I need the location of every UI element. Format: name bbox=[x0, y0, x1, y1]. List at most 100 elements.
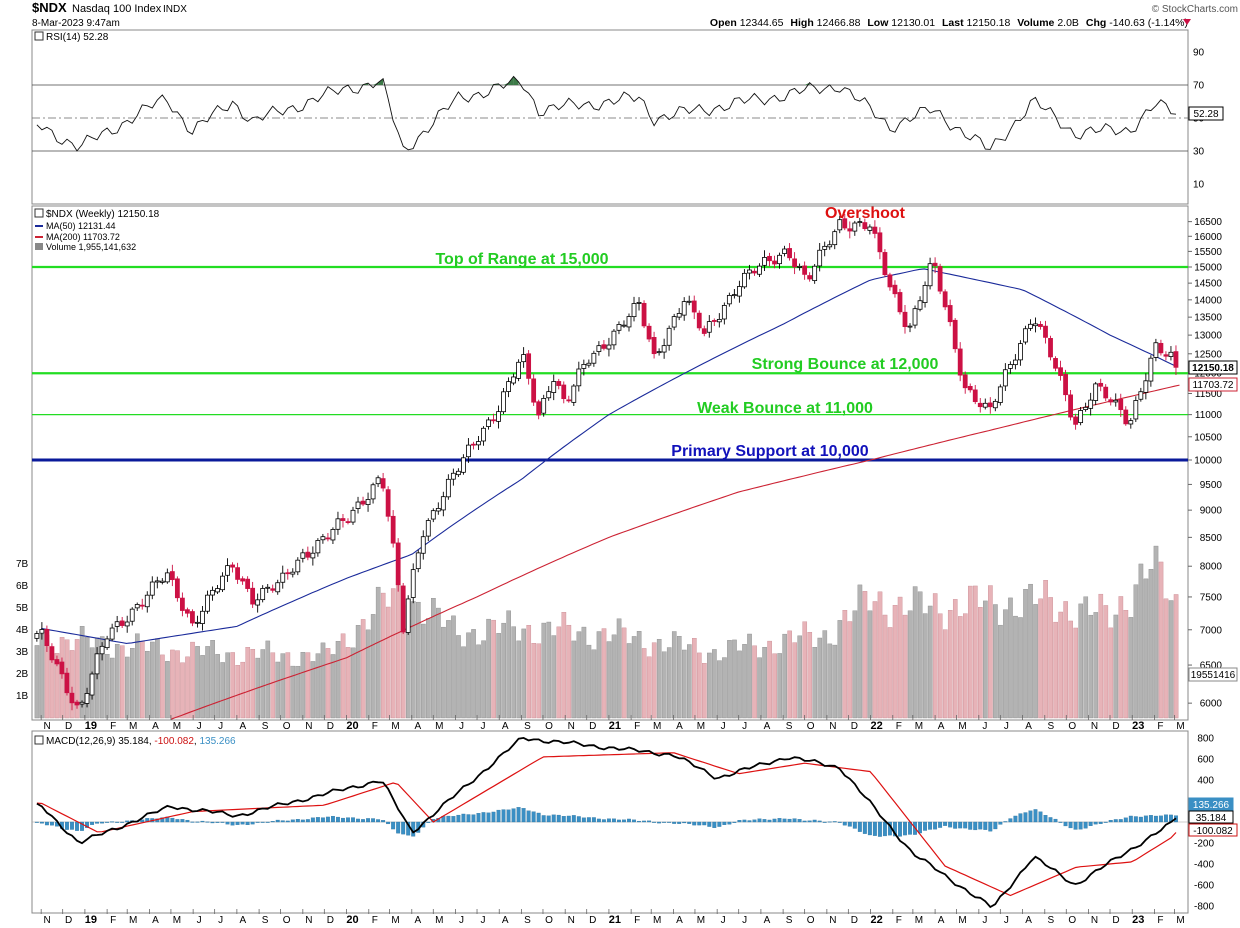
macd-histogram-bar bbox=[295, 819, 300, 823]
volume-bar bbox=[626, 643, 632, 719]
volume-bar bbox=[762, 647, 767, 719]
macd-histogram-bar bbox=[697, 821, 702, 826]
legend-toggle-icon[interactable] bbox=[34, 735, 44, 745]
candle-body bbox=[782, 248, 787, 254]
candle-body bbox=[310, 552, 316, 559]
volume-bar bbox=[1153, 545, 1159, 719]
x-month-label: D bbox=[589, 721, 596, 732]
candle-body bbox=[1002, 369, 1008, 387]
annotation-strong-bounce: Strong Bounce at 12,000 bbox=[752, 356, 939, 373]
x-month-label: D bbox=[589, 915, 596, 926]
volume-bar bbox=[973, 585, 978, 719]
macd-histogram-bar bbox=[857, 821, 862, 832]
x-month-label: A bbox=[676, 721, 683, 732]
x-month-label: N bbox=[829, 915, 836, 926]
price-tick-label: 6000 bbox=[1200, 699, 1223, 710]
candle-body bbox=[340, 518, 346, 521]
candle-body bbox=[104, 638, 110, 649]
x-month-label: S bbox=[786, 915, 793, 926]
candle-body bbox=[847, 228, 853, 232]
macd-histogram-bar bbox=[100, 821, 105, 824]
x-month-label: O bbox=[1068, 721, 1076, 732]
candle-body bbox=[802, 265, 808, 275]
volume-bar bbox=[902, 614, 908, 719]
candle-body bbox=[1123, 409, 1129, 425]
candle-body bbox=[430, 510, 436, 520]
volume-bar bbox=[380, 592, 386, 719]
macd-histogram-bar bbox=[366, 818, 371, 823]
macd-histogram-bar bbox=[832, 821, 837, 823]
legend-toggle-icon[interactable] bbox=[34, 208, 44, 218]
volume-bar bbox=[1103, 605, 1109, 719]
macd-histogram-bar bbox=[471, 814, 476, 823]
macd-histogram-bar bbox=[195, 821, 200, 823]
signal-tag bbox=[1188, 823, 1238, 837]
macd-histogram-bar bbox=[978, 821, 983, 830]
macd-histogram-bar bbox=[230, 821, 235, 826]
macd-histogram-bar bbox=[361, 819, 365, 823]
volume-bar bbox=[34, 645, 40, 719]
candle-body bbox=[862, 222, 868, 229]
candle-body bbox=[240, 578, 246, 582]
macd-histogram-bar bbox=[1013, 815, 1018, 823]
volume-bar bbox=[1043, 580, 1048, 719]
macd-histogram-bar bbox=[531, 811, 536, 823]
candle-body bbox=[250, 587, 256, 605]
macd-histogram-bar bbox=[617, 819, 621, 823]
volume-swatch bbox=[35, 243, 43, 250]
candle-body bbox=[1023, 328, 1028, 343]
candle-body bbox=[1048, 338, 1053, 358]
legend-toggle-icon[interactable] bbox=[34, 31, 44, 41]
macd-histogram-bar bbox=[330, 815, 335, 823]
macd-tick-label: -400 bbox=[1194, 860, 1214, 871]
candle-body bbox=[907, 325, 913, 328]
macd-histogram-bar bbox=[1158, 815, 1163, 823]
x-month-label: J bbox=[481, 721, 486, 732]
price-tick-label: 9500 bbox=[1200, 480, 1223, 491]
candle-body bbox=[395, 542, 401, 586]
volume-bar bbox=[1088, 614, 1094, 719]
x-month-label: N bbox=[1091, 721, 1098, 732]
volume-bar bbox=[441, 626, 446, 719]
volume-bar bbox=[225, 652, 230, 719]
volume-bar bbox=[335, 641, 341, 719]
macd-line bbox=[36, 736, 1177, 909]
macd-histogram-bar bbox=[1098, 821, 1103, 824]
macd-histogram-bar bbox=[672, 821, 677, 824]
volume-tick-label: 5B bbox=[16, 603, 29, 614]
macd-histogram-bar bbox=[175, 819, 180, 823]
macd-histogram-bar bbox=[546, 815, 551, 823]
volume-bar bbox=[1113, 614, 1119, 719]
macd-histogram-bar bbox=[391, 821, 396, 830]
index-name: Nasdaq 100 Index bbox=[72, 3, 162, 15]
candle-body bbox=[1113, 399, 1119, 403]
x-month-label: M bbox=[391, 915, 399, 926]
candle-body bbox=[164, 572, 170, 583]
candle-body bbox=[1033, 323, 1038, 327]
x-month-label: J bbox=[982, 915, 987, 926]
macd-histogram-bar bbox=[817, 820, 822, 823]
x-month-label: A bbox=[764, 915, 771, 926]
macd-histogram-bar bbox=[300, 819, 305, 823]
symbol-label: $NDX bbox=[32, 0, 67, 15]
candle-body bbox=[877, 232, 883, 253]
candle-body bbox=[195, 621, 200, 624]
candle-body bbox=[1012, 359, 1018, 366]
volume-bar bbox=[671, 631, 677, 719]
macd-histogram-bar bbox=[260, 821, 265, 823]
macd-histogram-bar bbox=[1078, 821, 1083, 830]
volume-bar bbox=[285, 652, 291, 719]
volume-bar bbox=[857, 584, 863, 719]
x-month-label: A bbox=[1025, 915, 1032, 926]
rsi-overbought-fill bbox=[488, 84, 494, 85]
volume-bar bbox=[295, 665, 301, 719]
x-month-label: A bbox=[414, 721, 421, 732]
candle-body bbox=[119, 620, 125, 626]
macd-histogram-bar bbox=[225, 821, 230, 825]
price-tick-label: 13500 bbox=[1194, 313, 1222, 324]
price-legend: $NDX (Weekly) 12150.18 MA(50) 12131.44 M… bbox=[34, 208, 160, 252]
volume-bar bbox=[300, 652, 306, 719]
macd-histogram-bar bbox=[491, 811, 496, 823]
x-month-label: J bbox=[982, 721, 987, 732]
macd-histogram-bar bbox=[44, 821, 49, 826]
